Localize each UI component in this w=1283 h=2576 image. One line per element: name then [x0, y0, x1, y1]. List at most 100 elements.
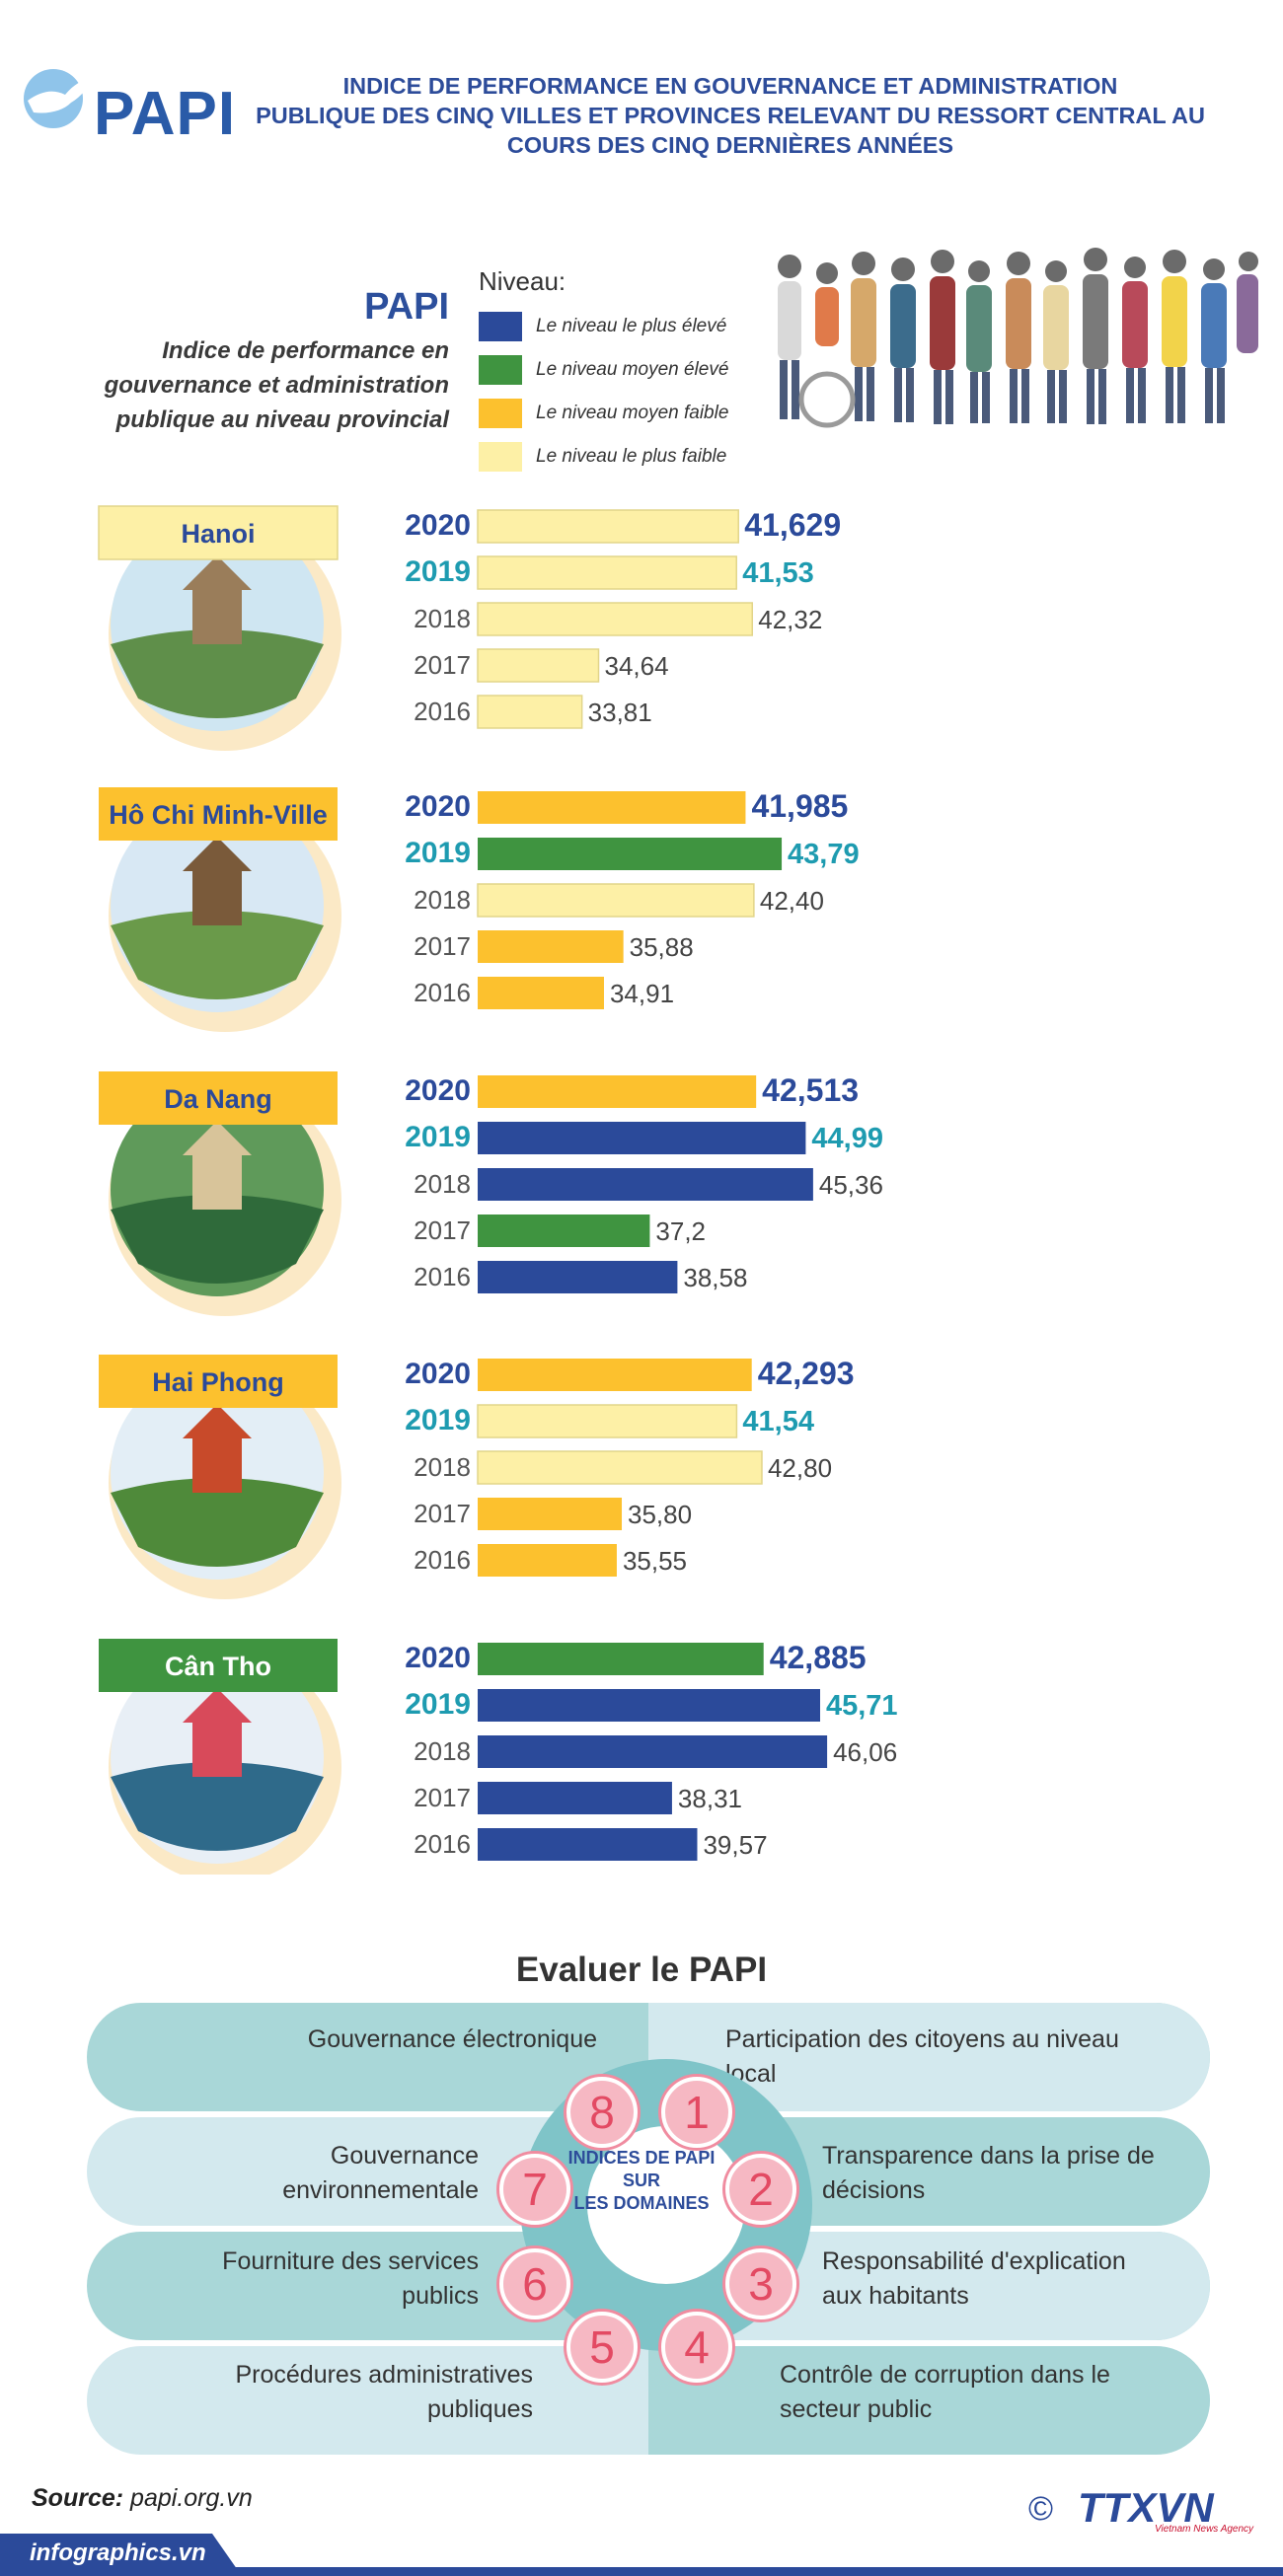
description-line: gouvernance et administration — [104, 372, 449, 399]
year-label: 2018 — [414, 604, 471, 633]
value-label: 42,293 — [758, 1356, 855, 1391]
value-label: 42,513 — [762, 1072, 859, 1108]
photo-circle — [111, 1083, 324, 1296]
domain-4-line: secteur public — [780, 2395, 933, 2423]
person-head — [816, 262, 838, 284]
photo-landmark-roof — [183, 1121, 252, 1155]
legend-swatch — [479, 442, 522, 472]
legend-label: Le niveau moyen élevé — [536, 359, 729, 380]
person-head — [1007, 252, 1030, 275]
center-line: SUR — [622, 2170, 660, 2190]
year-label: 2019 — [405, 1121, 471, 1153]
bar — [478, 930, 624, 963]
value-label: 46,06 — [833, 1737, 897, 1767]
person-body — [815, 287, 839, 346]
bar — [477, 695, 583, 729]
dove-globe-icon — [24, 69, 95, 128]
description-line: publique au niveau provincial — [115, 406, 449, 433]
year-label: 2020 — [405, 509, 471, 542]
person-head — [1239, 252, 1258, 271]
value-label: 43,79 — [788, 839, 860, 870]
legend-label: Le niveau le plus élevé — [536, 316, 727, 336]
bar — [478, 1689, 820, 1722]
legend-item-midlow: Le niveau moyen faible — [479, 392, 728, 435]
value-label: 41,54 — [742, 1406, 814, 1437]
person-body — [1122, 281, 1148, 368]
person-head — [968, 260, 990, 282]
footer-site[interactable]: infographics.vn — [30, 2539, 206, 2566]
photo-landmark-roof — [183, 1688, 252, 1723]
person-leg — [867, 367, 874, 421]
value-label: 35,80 — [628, 1500, 692, 1529]
year-label: 2016 — [414, 978, 471, 1007]
person-body — [966, 285, 992, 372]
photo-ground — [111, 629, 324, 718]
bar — [478, 1261, 678, 1293]
domain-number-5: 5 — [566, 2312, 638, 2383]
photo-landmark-roof — [183, 555, 252, 590]
legend-swatch — [479, 355, 522, 385]
year-label: 2019 — [405, 1404, 471, 1436]
person-leg — [1166, 367, 1173, 423]
person-body — [1043, 285, 1069, 370]
bar — [478, 1214, 650, 1247]
person-leg — [982, 372, 990, 423]
source-note: Source: papi.org.vn — [32, 2484, 253, 2513]
photo-circle — [111, 1366, 324, 1580]
year-label: 2017 — [414, 650, 471, 680]
legend-title: Niveau: — [479, 266, 566, 296]
city-label: Hô Chi Minh-Ville — [109, 800, 328, 830]
domain-4-line: Contrôle de corruption dans le — [780, 2361, 1110, 2389]
band-right-4 — [648, 2346, 1210, 2455]
legend-swatch — [479, 312, 522, 341]
agency-name: TTXVN — [1078, 2484, 1215, 2531]
photo-ground — [111, 1762, 324, 1851]
person-leg — [934, 370, 942, 424]
center-line: LES DOMAINES — [573, 2192, 710, 2213]
person-leg — [1217, 368, 1225, 423]
page-title: INDICE DE PERFORMANCE EN GOUVERNANCE ET … — [202, 71, 1258, 160]
source-value: papi.org.vn — [130, 2484, 253, 2512]
value-label: 37,2 — [655, 1216, 706, 1246]
person-leg — [1138, 368, 1146, 423]
legend-swatch — [479, 399, 522, 428]
value-label: 42,32 — [758, 605, 822, 634]
wheel-center-text: INDICES DE PAPI SUR LES DOMAINES — [567, 2106, 716, 2254]
person-leg — [1059, 370, 1067, 423]
bar — [477, 602, 753, 636]
photo-circle — [111, 1651, 324, 1864]
bar — [478, 977, 604, 1009]
bar — [478, 1828, 698, 1861]
city-label: Cân Tho — [165, 1652, 271, 1681]
city-label: Hanoi — [181, 519, 255, 549]
domain-6-line: Fourniture des services — [222, 2247, 479, 2275]
city-group: Da Nang 2020 42,513 2019 44,99 2018 45,36 2017 3… — [99, 1071, 883, 1316]
photo-halo — [109, 1366, 341, 1599]
bar — [477, 1404, 738, 1438]
person-body — [778, 281, 801, 360]
bar — [477, 648, 600, 683]
value-label: 41,629 — [744, 507, 841, 543]
bar — [478, 1122, 806, 1154]
city-label-box — [99, 1355, 338, 1408]
person-body — [890, 284, 916, 368]
person-leg — [906, 368, 914, 422]
center-line: INDICES DE PAPI — [567, 2147, 716, 2168]
domain-6: Fourniture des services publics — [148, 2245, 479, 2314]
photo-landmark — [192, 1155, 242, 1210]
bar — [477, 509, 739, 544]
value-label: 35,55 — [623, 1546, 687, 1576]
domain-2-line: décisions — [822, 2176, 926, 2204]
agency-logo: © TTXVN Vietnam News Agency — [1028, 2484, 1254, 2534]
bar — [478, 1782, 672, 1814]
copyright-symbol: © — [1028, 2490, 1053, 2528]
photo-ground — [111, 1195, 324, 1284]
logo-text: PAPI — [94, 80, 237, 148]
person-leg — [792, 360, 799, 419]
domain-number-1: 1 — [661, 2077, 732, 2148]
domain-7-line: Gouvernance — [330, 2142, 479, 2170]
domain-number-6: 6 — [499, 2248, 570, 2319]
domain-5-line: Procédures administratives — [235, 2361, 533, 2389]
domain-1-line: Participation des citoyens au niveau — [725, 2025, 1119, 2053]
title-line: COURS DES CINQ DERNIÈRES ANNÉES — [506, 132, 954, 158]
